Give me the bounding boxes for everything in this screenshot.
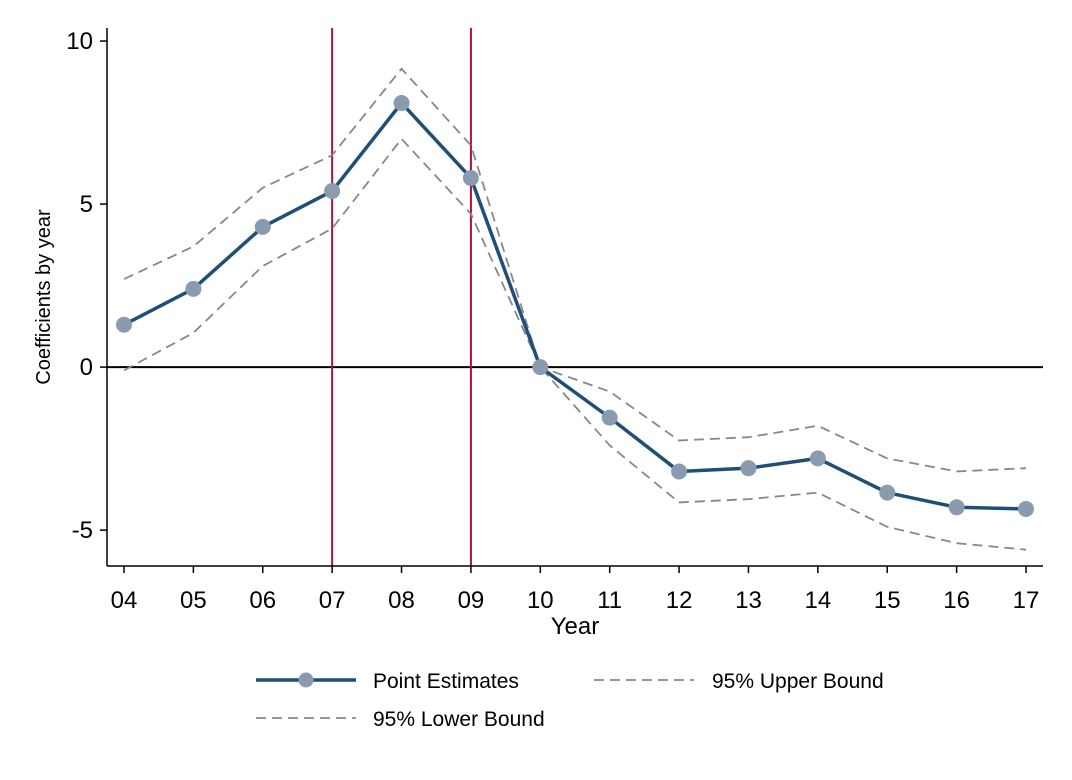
y-tick-label: 5 <box>80 191 93 218</box>
series-line-upper-bound <box>123 67 1027 473</box>
point-estimate-marker <box>879 484 896 501</box>
point-estimate-marker <box>324 183 341 200</box>
x-axis-title: Year <box>551 613 600 640</box>
point-estimate-marker <box>740 460 757 477</box>
series-line-point-estimates <box>123 101 1027 511</box>
x-tick-label: 08 <box>388 587 415 614</box>
legend-marker-point-estimates <box>298 672 314 688</box>
y-tick-label: 0 <box>80 354 93 381</box>
point-estimate-marker <box>116 316 132 333</box>
x-tick-label: 06 <box>249 587 276 614</box>
legend-label-upper-bound: 95% Upper Bound <box>712 670 884 693</box>
point-estimate-marker <box>1018 500 1034 517</box>
legend-label-lower-bound: 95% Lower Bound <box>373 708 545 731</box>
x-tick-label: 10 <box>527 587 554 614</box>
y-axis-title: Coefficients by year <box>33 209 55 385</box>
x-tick-label: 04 <box>111 587 138 614</box>
plot-area <box>107 28 1043 566</box>
point-estimate-marker <box>671 463 688 480</box>
x-axis: 04 05 06 07 08 09 10 11 12 13 14 15 16 17 <box>107 565 1043 614</box>
x-tick-label: 16 <box>943 587 970 614</box>
point-estimate-marker <box>254 218 271 235</box>
point-estimate-marker <box>601 409 618 426</box>
x-tick-label: 13 <box>735 587 762 614</box>
series-line-lower-bound <box>123 137 1027 551</box>
point-estimate-marker <box>393 94 410 111</box>
x-tick-label: 14 <box>804 587 831 614</box>
x-tick-label: 15 <box>874 587 901 614</box>
point-estimate-marker <box>532 359 549 376</box>
x-tick-label: 17 <box>1013 587 1040 614</box>
x-tick-label: 05 <box>180 587 207 614</box>
point-estimate-marker <box>809 450 826 467</box>
x-tick-label: 11 <box>597 587 622 614</box>
y-axis: -5 0 5 10 <box>66 28 108 566</box>
legend-label-point-estimates: Point Estimates <box>373 670 519 693</box>
y-tick-label: 10 <box>66 28 93 55</box>
legend: Point Estimates 95% Upper Bound 95% Lower … <box>256 670 884 731</box>
x-tick-label: 12 <box>666 587 693 614</box>
y-tick-label: -5 <box>72 517 93 544</box>
x-tick-label: 09 <box>458 587 485 614</box>
point-estimate-marker <box>185 280 202 297</box>
x-tick-label: 07 <box>319 587 346 614</box>
point-estimate-marker <box>948 499 965 516</box>
point-estimate-marker <box>462 169 479 186</box>
